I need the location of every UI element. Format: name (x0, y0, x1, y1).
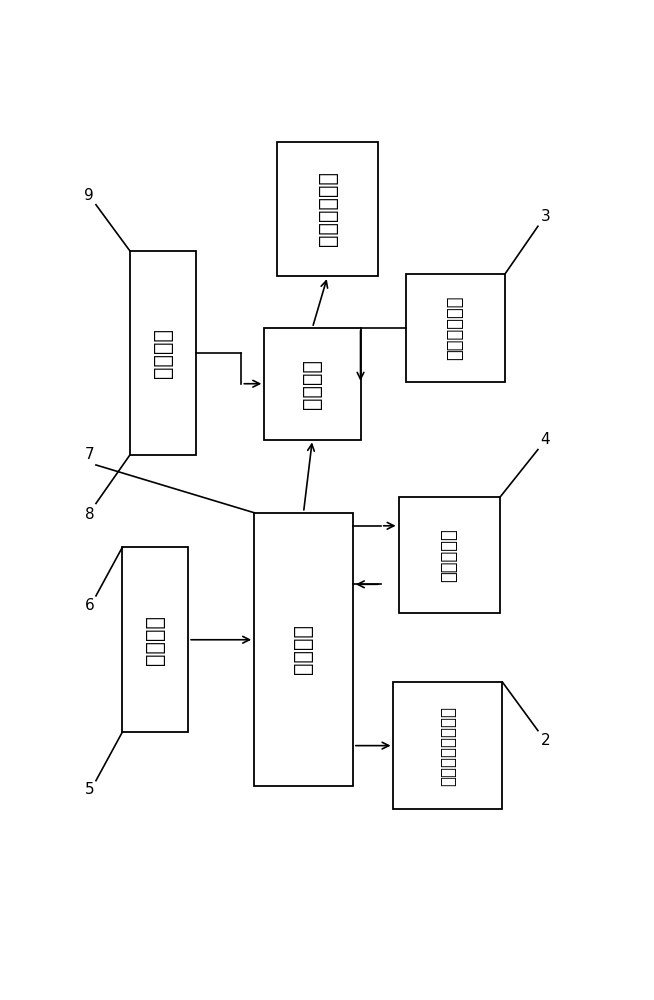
Text: 9: 9 (84, 188, 94, 203)
Text: 按鈕切换开关: 按鈕切换开关 (447, 296, 464, 360)
Bar (130, 251, 196, 455)
Text: 驱动模块: 驱动模块 (302, 359, 322, 409)
Bar (406, 274, 505, 382)
Bar (398, 497, 500, 613)
Bar (254, 513, 353, 786)
Text: 3: 3 (541, 209, 551, 224)
Bar (394, 682, 502, 809)
Bar (122, 547, 188, 732)
Text: 2: 2 (541, 733, 550, 748)
Text: 光路切换模块: 光路切换模块 (318, 171, 337, 246)
Text: 6: 6 (84, 598, 94, 613)
Text: 控制模块: 控制模块 (294, 624, 313, 674)
Text: 驱动电源: 驱动电源 (153, 328, 173, 378)
Text: 4: 4 (541, 432, 550, 447)
Bar (277, 142, 378, 276)
Text: 5: 5 (84, 782, 94, 797)
Text: 状态指示灯: 状态指示灯 (440, 528, 458, 582)
Bar (264, 328, 360, 440)
Text: 控制电源: 控制电源 (145, 615, 165, 665)
Text: 光纤接口指示灯组: 光纤接口指示灯组 (439, 706, 457, 786)
Text: 8: 8 (84, 507, 94, 522)
Text: 7: 7 (84, 447, 94, 462)
